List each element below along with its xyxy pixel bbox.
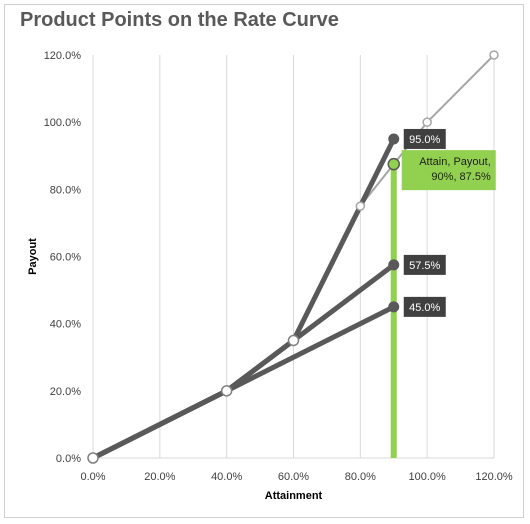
rate-curve-point <box>355 201 366 211</box>
shared-point <box>87 452 99 464</box>
y-tick-label: 60.0% <box>50 252 81 264</box>
product-line <box>90 262 397 461</box>
data-label-box <box>403 254 446 275</box>
x-axis-ticks: 0.0% 20.0% 40.0% 60.0% 80.0% 100.0% 120.0% <box>80 471 512 483</box>
x-tick-label: 80.0% <box>345 471 376 483</box>
product-point <box>388 133 400 145</box>
rate-curve-point <box>489 50 499 60</box>
product-line <box>90 304 397 461</box>
series-group <box>87 50 499 464</box>
y-axis-ticks: 0.0% 20.0% 40.0% 60.0% 80.0% 100.0% 120.0% <box>44 50 82 465</box>
y-tick-label: 0.0% <box>56 453 81 465</box>
x-axis-title: Attainment <box>265 490 323 502</box>
rate-curve-point <box>422 117 432 127</box>
shared-point <box>220 385 233 397</box>
x-tick-label: 20.0% <box>144 471 175 483</box>
product-point <box>388 301 400 313</box>
y-tick-label: 40.0% <box>50 319 81 331</box>
y-tick-label: 120.0% <box>44 50 82 62</box>
attain-label-box <box>401 150 496 191</box>
x-tick-label: 60.0% <box>278 471 309 483</box>
data-label: 57.5% <box>409 260 440 272</box>
data-label-box <box>403 296 446 317</box>
x-tick-label: 0.0% <box>80 471 105 483</box>
chart-title: Product Points on the Rate Curve <box>20 9 339 31</box>
product-point <box>388 259 400 271</box>
y-axis-title: Payout <box>27 238 39 275</box>
x-tick-label: 120.0% <box>475 471 513 483</box>
x-tick-label: 100.0% <box>409 471 447 483</box>
attain-label-line: 90%, 87.5% <box>431 171 491 183</box>
attain-label-line: Attain, Payout, <box>419 156 491 168</box>
data-labels: 95.0% 57.5% 45.0% Attain, Payout, 90%, 87.5% <box>401 128 496 317</box>
x-tick-label: 40.0% <box>211 471 242 483</box>
shared-point <box>287 334 300 347</box>
data-label-box <box>403 128 446 149</box>
data-label: 45.0% <box>409 302 440 314</box>
y-tick-label: 100.0% <box>44 117 82 129</box>
data-label: 95.0% <box>409 134 440 146</box>
attain-point <box>387 157 400 171</box>
y-tick-label: 20.0% <box>50 386 81 398</box>
y-tick-label: 80.0% <box>50 184 81 196</box>
